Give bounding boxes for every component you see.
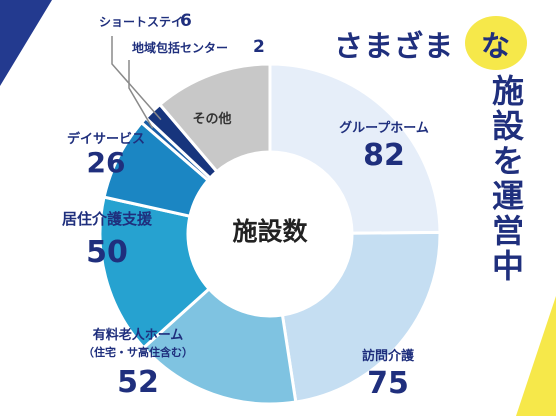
donut-slices (98, 62, 442, 406)
leader-line-short-stay (111, 36, 162, 121)
label-group-home: グループホーム (339, 120, 429, 136)
value-group-home: 82 (363, 138, 405, 173)
center-label: 施設数 (232, 217, 308, 246)
right-yellow-corner (516, 296, 556, 416)
value-care-support: 50 (86, 235, 128, 270)
slice-home-visit-care (280, 230, 442, 404)
value-private-nursing-home: 52 (117, 365, 159, 400)
left-blue-stripe (0, 0, 52, 86)
slice-labels: グループホーム 82 訪問介護 75 有料老人ホーム （住宅・サ高住含む） 52 居住介護支援… (62, 11, 429, 401)
headline-vertical: 施設を運営中 (487, 74, 525, 284)
slice-other (157, 62, 272, 174)
label-home-visit-care: 訪問介護 (362, 348, 415, 364)
leader-lines (111, 36, 162, 129)
headline-horizontal: さまざま な (334, 26, 510, 66)
sublabel-private-nursing-home: （住宅・サ高住含む） (83, 345, 193, 359)
slice-group-home (268, 62, 442, 235)
value-home-visit-care: 75 (367, 366, 409, 401)
headline-accent-dot (465, 16, 527, 70)
headline-accent-char: な (480, 29, 511, 63)
value-short-stay: 6 (180, 11, 192, 31)
slice-private-nursing-home (141, 286, 298, 406)
leader-line-community-center (128, 60, 154, 129)
label-short-stay: ショートステイ (99, 15, 183, 29)
label-community-center: 地域包括センター (132, 40, 228, 55)
label-care-support: 居住介護支援 (62, 210, 153, 228)
value-day-service: 26 (87, 146, 126, 179)
value-community-center: 2 (253, 37, 265, 57)
label-other: その他 (192, 111, 231, 127)
label-private-nursing-home: 有料老人ホーム (93, 327, 184, 343)
headline-line1: さまざま (334, 29, 455, 63)
label-day-service: デイサービス (67, 131, 145, 147)
